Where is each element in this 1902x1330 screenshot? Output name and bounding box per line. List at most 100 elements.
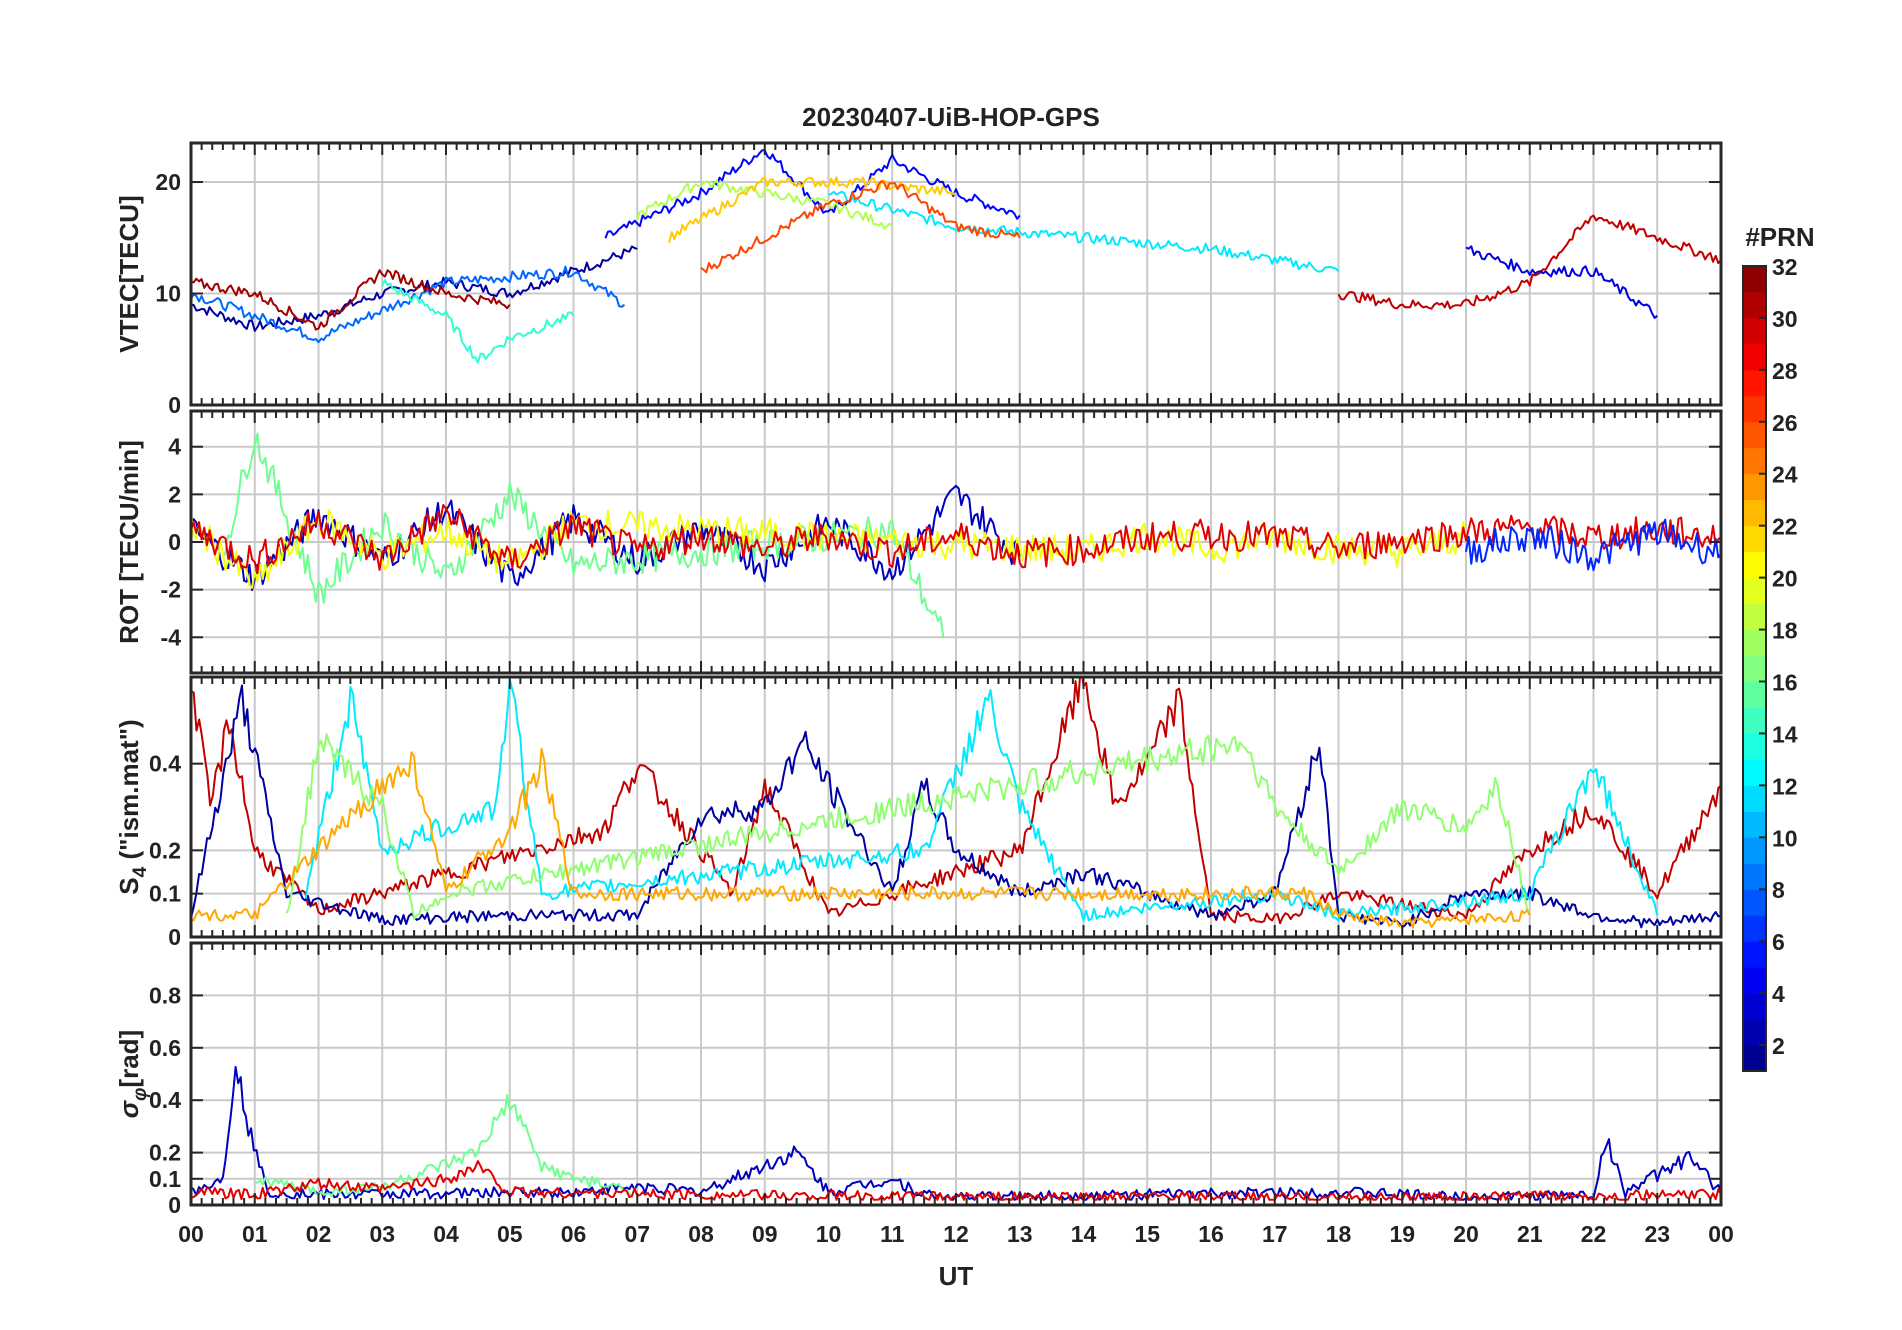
colorbar-cell xyxy=(1743,577,1766,605)
colorbar-cell xyxy=(1743,733,1766,760)
x-tick-label: 13 xyxy=(1007,1221,1033,1247)
y-tick-label: 0.6 xyxy=(149,1035,181,1061)
colorbar-cell xyxy=(1743,811,1766,838)
panel-rot: -4 -2 0 2 4 ROT [TECU/min] xyxy=(114,409,1723,675)
sigma-ylabel: σφ[rad] xyxy=(114,1030,151,1118)
colorbar-cell xyxy=(1743,629,1766,657)
sigma-frame xyxy=(189,941,1723,1207)
colorbar-title: #PRN xyxy=(1745,222,1814,252)
x-tick-label: 06 xyxy=(561,1221,587,1247)
colorbar-cell xyxy=(1743,266,1766,293)
colorbar-cell xyxy=(1743,369,1766,397)
colorbar-cell xyxy=(1743,967,1766,994)
x-tick-label: 04 xyxy=(433,1221,459,1247)
series-prn-4 xyxy=(1465,245,1658,319)
y-tick-label: 0 xyxy=(168,529,181,555)
series-prn-18 xyxy=(636,179,894,230)
colorbar-tick-label: 14 xyxy=(1772,721,1798,747)
colorbar-tick-label: 20 xyxy=(1772,566,1798,592)
y-tick-label: 0 xyxy=(168,924,181,950)
x-tick-label: 01 xyxy=(242,1221,268,1247)
panel-vtec: 0 10 20 VTEC[TECU] xyxy=(114,141,1723,418)
colorbar-cell xyxy=(1743,395,1766,423)
y-tick-label: 0 xyxy=(168,392,181,418)
colorbar-cell xyxy=(1743,1019,1766,1046)
colorbar-tick-label: 2 xyxy=(1772,1033,1785,1059)
colorbar-cell xyxy=(1743,525,1766,553)
panel-sigma-phi: 00.10.2 0.4 0.6 0.8 σφ[rad] xyxy=(114,941,1723,1218)
series-prn-31 xyxy=(191,269,511,331)
sigma-ylabel-main: σ xyxy=(114,1099,144,1118)
y-tick-label: 0.1 xyxy=(149,881,181,907)
series-prn-6 xyxy=(1465,518,1721,572)
x-tick-label: 00 xyxy=(178,1221,204,1247)
colorbar-tick-label: 26 xyxy=(1772,410,1798,436)
y-tick-label: 0.1 xyxy=(149,1166,181,1192)
series-prn-8 xyxy=(191,265,626,344)
colorbar-cell xyxy=(1743,291,1766,319)
series-prn-2 xyxy=(191,684,1721,929)
colorbar-cell xyxy=(1743,785,1766,812)
colorbar-cell xyxy=(1743,993,1766,1020)
colorbar-cell xyxy=(1743,447,1766,475)
colorbar-cell xyxy=(1743,863,1766,890)
series-prn-30 xyxy=(1337,214,1721,310)
series-prn-22 xyxy=(668,176,957,244)
x-tick-label: 19 xyxy=(1389,1221,1415,1247)
x-tick-label: 00 xyxy=(1708,1221,1734,1247)
x-axis-label: UT xyxy=(939,1261,974,1291)
colorbar-tick-label: 8 xyxy=(1772,877,1785,903)
series-prn-14 xyxy=(381,279,575,364)
panel-s4: 0 0.1 0.2 0.4 S4 ("ism.mat") xyxy=(114,675,1723,950)
colorbar-cell xyxy=(1743,343,1766,371)
y-tick-label: -4 xyxy=(161,624,182,650)
colorbar-cell xyxy=(1743,837,1766,864)
x-tick-label: 02 xyxy=(306,1221,332,1247)
colorbar-tick-label: 6 xyxy=(1772,929,1785,955)
colorbar-cell xyxy=(1743,941,1766,968)
colorbar-cell xyxy=(1743,655,1766,682)
y-tick-label: 4 xyxy=(168,434,181,460)
series-prn-17 xyxy=(285,733,1531,921)
colorbar-cell xyxy=(1743,707,1766,734)
series-prn-16 xyxy=(222,432,945,638)
s4-frame xyxy=(189,675,1723,939)
figure-title: 20230407-UiB-HOP-GPS xyxy=(802,102,1100,132)
x-tick-label: 14 xyxy=(1071,1221,1097,1247)
colorbar-cell xyxy=(1743,473,1766,501)
series-prn-12 xyxy=(828,190,1340,273)
x-tick-label: 22 xyxy=(1581,1221,1607,1247)
vtec-ylabel: VTEC[TECU] xyxy=(114,195,144,352)
s4-ylabel-sub: 4 xyxy=(130,866,151,877)
colorbar-tick-label: 32 xyxy=(1772,254,1798,280)
colorbar-cell xyxy=(1743,759,1766,786)
x-tick-label: 12 xyxy=(943,1221,969,1247)
colorbar-cell xyxy=(1743,1045,1766,1072)
colorbar-frame xyxy=(1742,265,1767,1072)
x-tick-label: 10 xyxy=(816,1221,842,1247)
colorbar-cell xyxy=(1743,681,1766,708)
y-tick-label: 0.2 xyxy=(149,1140,181,1166)
y-tick-label: 0.4 xyxy=(149,1087,181,1113)
colorbar-tick-label: 28 xyxy=(1772,358,1798,384)
y-tick-label: 10 xyxy=(155,281,181,307)
x-tick-label: 05 xyxy=(497,1221,523,1247)
series-prn-5 xyxy=(604,149,1021,239)
x-tick-label: 07 xyxy=(624,1221,650,1247)
colorbar-tick-label: 10 xyxy=(1772,825,1798,851)
y-tick-label: -2 xyxy=(161,577,181,603)
x-tick-label: 18 xyxy=(1326,1221,1352,1247)
colorbar-cell xyxy=(1743,499,1766,527)
y-tick-label: 0.8 xyxy=(149,982,181,1008)
colorbar-cell xyxy=(1743,317,1766,345)
colorbar-tick-label: 4 xyxy=(1772,981,1785,1007)
series-prn-29 xyxy=(191,504,1721,575)
series-prn-12 xyxy=(304,678,1659,922)
y-tick-label: 20 xyxy=(155,169,181,195)
colorbar-tick-label: 30 xyxy=(1772,306,1798,332)
sigma-ylabel-sub: φ xyxy=(130,1088,151,1101)
x-tick-label: 21 xyxy=(1517,1221,1543,1247)
x-tick-label: 17 xyxy=(1262,1221,1288,1247)
series-prn-30 xyxy=(191,677,1721,925)
